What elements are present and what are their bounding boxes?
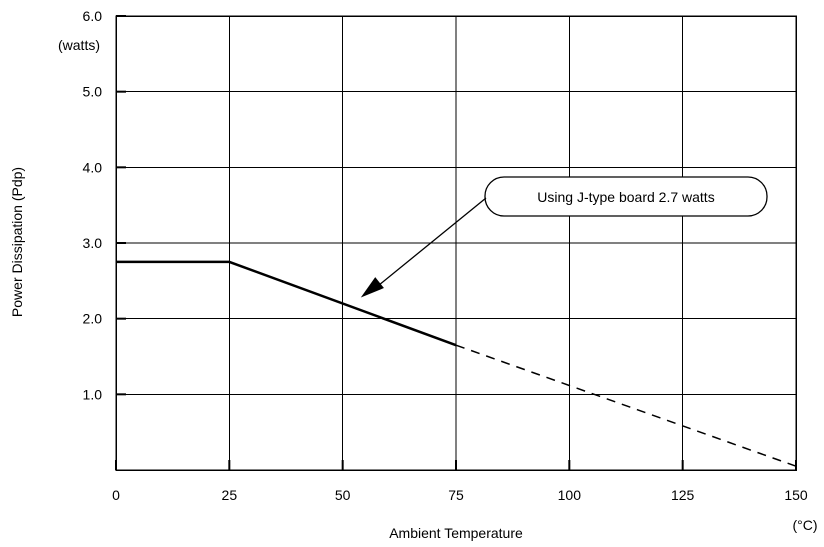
x-tick-label: 150 <box>784 487 808 503</box>
y-tick-label: 5.0 <box>83 84 103 100</box>
y-tick-label: 6.0 <box>83 8 103 24</box>
y-tick-label: 2.0 <box>83 311 103 327</box>
series-layer <box>116 260 797 467</box>
arrow-head <box>360 277 384 298</box>
arrow-shaft <box>374 197 487 289</box>
x-tick-label: 125 <box>671 487 695 503</box>
grid-lines <box>116 16 796 470</box>
callout-arrow <box>360 197 487 298</box>
callout-text: Using J-type board 2.7 watts <box>537 189 714 205</box>
annotation-callout: Using J-type board 2.7 watts <box>360 176 768 298</box>
callout-bubble <box>484 176 768 217</box>
x-axis-title: Ambient Temperature <box>389 525 523 541</box>
y-axis-unit: (watts) <box>58 37 100 53</box>
derating-line-extrapolated <box>455 344 797 467</box>
x-tick-labels: 0 25 50 75 100 125 150 <box>112 487 808 503</box>
y-axis-title: Power Dissipation (Pdp) <box>9 167 25 317</box>
y-tick-label: 3.0 <box>83 235 103 251</box>
plot-frame <box>115 15 797 471</box>
x-axis-unit: (°C) <box>792 517 817 533</box>
x-tick-label: 50 <box>335 487 351 503</box>
derating-line <box>116 260 457 347</box>
x-tick-label: 0 <box>112 487 120 503</box>
y-tick-labels: 1.0 2.0 3.0 4.0 5.0 6.0 <box>83 8 103 402</box>
x-tick-label: 25 <box>222 487 238 503</box>
x-tick-label: 100 <box>558 487 582 503</box>
x-tick-label: 75 <box>448 487 464 503</box>
y-tick-label: 1.0 <box>83 386 103 402</box>
y-tick-label: 4.0 <box>83 159 103 175</box>
